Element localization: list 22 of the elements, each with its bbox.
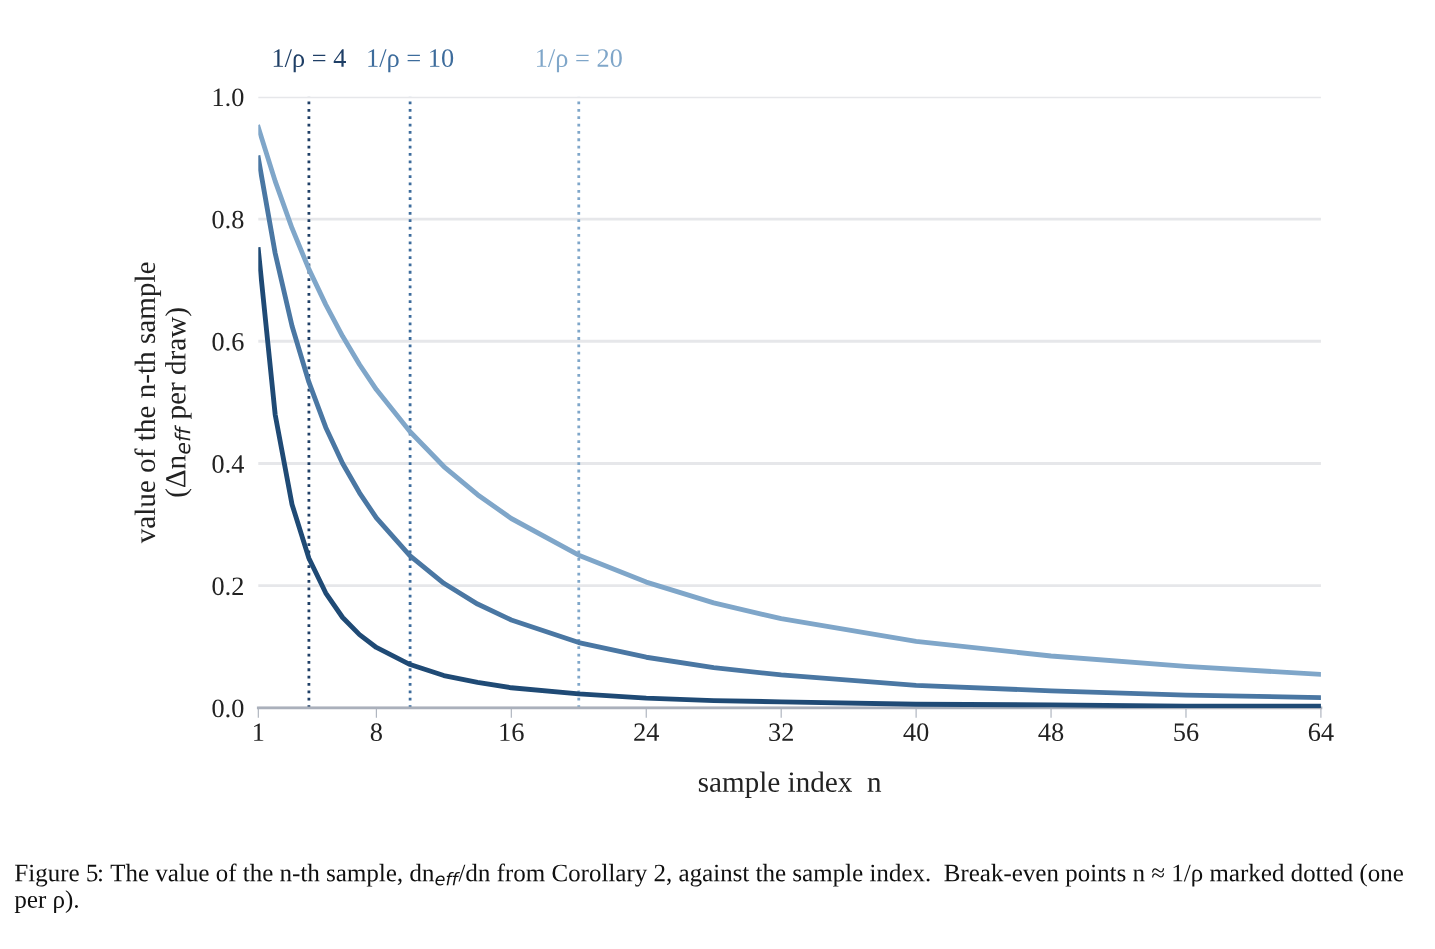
text: Figure 5: The value of the n-th sample, dn$_{eff}$/dn from Corollary 2, against the sample index. Break-even points n ≈ 1/ρ marked dotted (one per ρ). xyxy=(14,863,1403,913)
ref-line-label: 1/ρ = 10 xyxy=(368,49,454,73)
x-axis-title: sample index n xyxy=(698,771,882,798)
line-series xyxy=(258,247,1321,708)
x-tick-label: 24 xyxy=(634,723,660,741)
y-tick-label: 1.0 xyxy=(213,88,244,107)
y-axis-title: value of the n-th sample (Δn$_{eff}$ per draw) xyxy=(134,262,192,544)
x-tick-label: 64 xyxy=(1308,723,1334,742)
x-tick-label: 48 xyxy=(1038,723,1064,742)
x-tick-label: 56 xyxy=(1174,723,1199,742)
y-tick-label: 0.0 xyxy=(212,699,244,718)
x-tick-label: 40 xyxy=(903,723,929,742)
x-tick-label: 8 xyxy=(370,723,382,742)
x-tick-label: 32 xyxy=(769,723,793,742)
y-tick-label: 0.2 xyxy=(212,577,243,596)
y-tick-label: 0.4 xyxy=(212,455,244,474)
x-tick-label: 16 xyxy=(500,723,524,742)
ref-line-label: 1/ρ = 20 xyxy=(537,49,622,73)
y-tick-label: 0.8 xyxy=(212,210,244,229)
ref-line-label: 1/ρ = 4 xyxy=(273,49,346,73)
y-tick-label: 0.6 xyxy=(212,332,244,351)
x-tick-label: 1 xyxy=(254,723,264,741)
